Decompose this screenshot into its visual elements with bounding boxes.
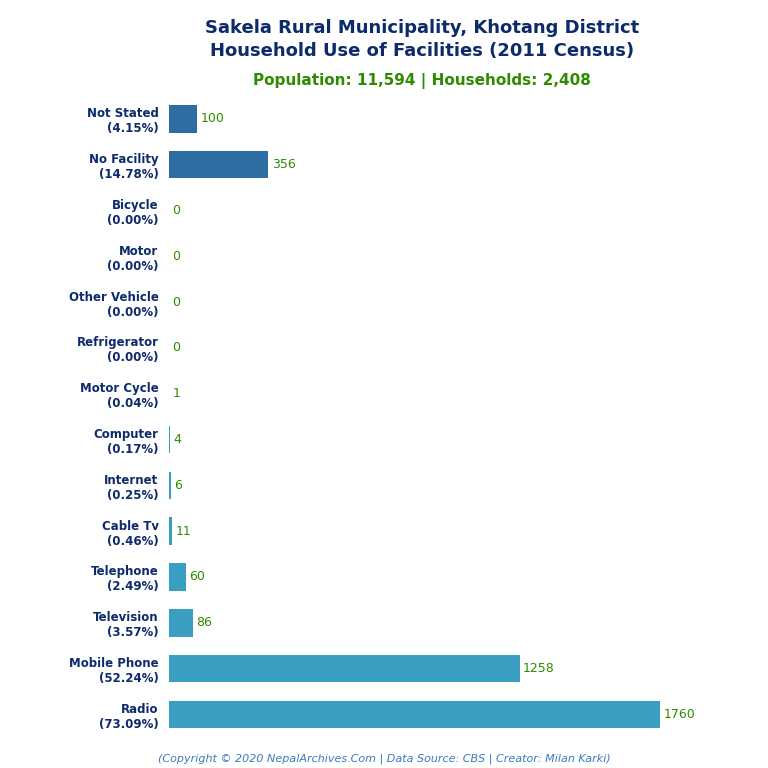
Bar <box>169 518 172 545</box>
Text: 0: 0 <box>172 296 180 309</box>
Text: 4: 4 <box>174 433 181 446</box>
Text: 0: 0 <box>172 250 180 263</box>
Bar <box>169 609 193 637</box>
Text: (Copyright © 2020 NepalArchives.Com | Data Source: CBS | Creator: Milan Karki): (Copyright © 2020 NepalArchives.Com | Da… <box>157 753 611 764</box>
Text: 0: 0 <box>172 342 180 354</box>
Bar <box>169 563 186 591</box>
Text: Sakela Rural Municipality, Khotang District: Sakela Rural Municipality, Khotang Distr… <box>205 19 640 37</box>
Text: 60: 60 <box>189 571 205 584</box>
Text: 1258: 1258 <box>523 662 555 675</box>
Text: 100: 100 <box>200 112 224 125</box>
Text: 6: 6 <box>174 479 182 492</box>
Bar <box>169 700 660 728</box>
Text: 0: 0 <box>172 204 180 217</box>
Text: 356: 356 <box>272 158 296 171</box>
Text: 11: 11 <box>175 525 191 538</box>
Text: Population: 11,594 | Households: 2,408: Population: 11,594 | Households: 2,408 <box>253 73 591 89</box>
Bar <box>169 151 268 178</box>
Text: Household Use of Facilities (2011 Census): Household Use of Facilities (2011 Census… <box>210 42 634 60</box>
Bar <box>169 472 170 499</box>
Text: 1760: 1760 <box>664 708 695 721</box>
Text: 86: 86 <box>197 616 212 629</box>
Bar <box>169 105 197 133</box>
Bar <box>169 655 520 682</box>
Bar <box>169 425 170 453</box>
Text: 1: 1 <box>173 387 180 400</box>
